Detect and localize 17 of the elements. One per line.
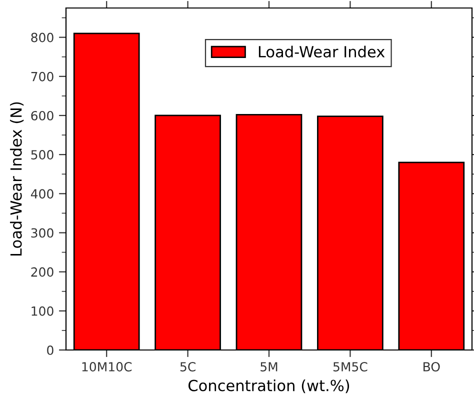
y-tick-label: 500 <box>31 150 54 160</box>
x-axis-title: Concentration (wt.%) <box>188 379 350 394</box>
y-tick-label: 700 <box>31 72 54 82</box>
y-tick-label: 100 <box>32 306 54 316</box>
y-tick-label: 800 <box>31 32 54 42</box>
y-tick-label: 600 <box>31 110 54 120</box>
y-tick-label: 200 <box>31 267 54 277</box>
x-tick-label: 10M10C <box>82 362 132 372</box>
y-tick-label: 300 <box>31 228 54 238</box>
y-axis-title: Load-Wear Index (N) <box>10 102 24 256</box>
x-tick-label: 5M5C <box>333 362 368 372</box>
y-tick-label: 0 <box>47 345 54 355</box>
x-tick-label: 5M <box>260 362 278 372</box>
y-tick-label: 400 <box>30 189 54 199</box>
legend-label: Load-Wear Index <box>258 46 385 58</box>
x-tick-label: 5C <box>180 362 196 372</box>
x-tick-label: BO <box>424 362 440 372</box>
